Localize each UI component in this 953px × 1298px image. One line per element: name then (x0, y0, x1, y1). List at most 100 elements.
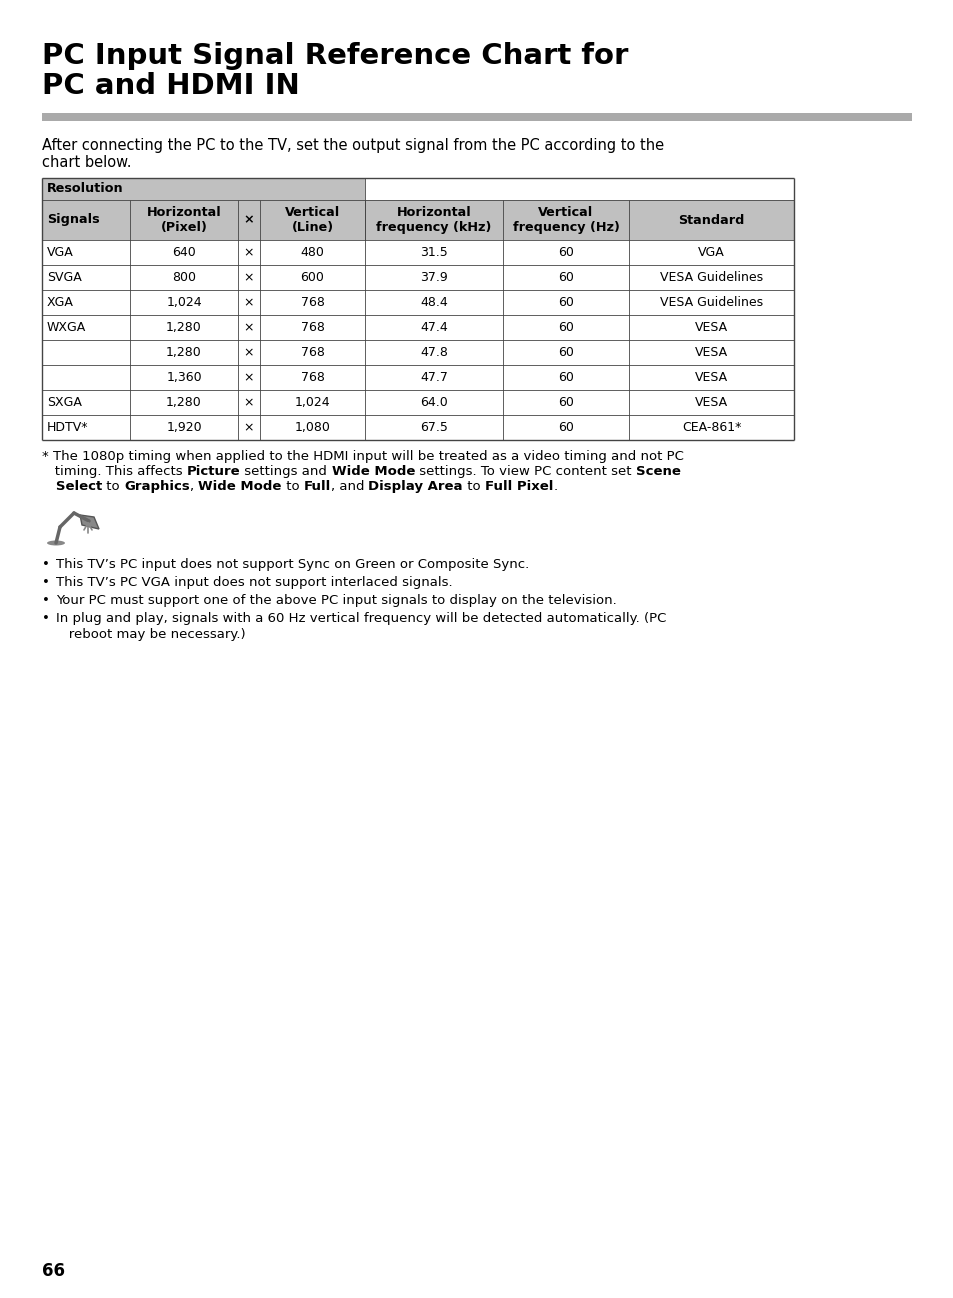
Text: Vertical
(Line): Vertical (Line) (285, 206, 340, 234)
Text: VESA Guidelines: VESA Guidelines (659, 271, 762, 284)
Text: 47.8: 47.8 (419, 347, 448, 360)
Text: 60: 60 (558, 247, 574, 260)
Text: •: • (42, 594, 50, 607)
Text: 1,360: 1,360 (166, 371, 202, 384)
Text: VESA Guidelines: VESA Guidelines (659, 296, 762, 309)
Text: CEA-861*: CEA-861* (681, 421, 740, 434)
Text: 60: 60 (558, 371, 574, 384)
Text: to: to (462, 480, 484, 493)
Text: 66: 66 (42, 1262, 65, 1280)
Text: Graphics: Graphics (124, 480, 190, 493)
Text: This TV’s PC input does not support Sync on Green or Composite Sync.: This TV’s PC input does not support Sync… (56, 558, 529, 571)
Text: timing. This affects: timing. This affects (42, 465, 187, 478)
Text: 640: 640 (172, 247, 195, 260)
Text: 768: 768 (300, 296, 324, 309)
Text: to: to (102, 480, 124, 493)
Text: 60: 60 (558, 347, 574, 360)
Text: PC Input Signal Reference Chart for: PC Input Signal Reference Chart for (42, 42, 628, 70)
Text: Select: Select (42, 480, 102, 493)
Text: 67.5: 67.5 (419, 421, 448, 434)
Text: VESA: VESA (694, 371, 727, 384)
Text: settings. To view PC content set: settings. To view PC content set (415, 465, 635, 478)
Text: 48.4: 48.4 (419, 296, 447, 309)
Text: Your PC must support one of the above PC input signals to display on the televis: Your PC must support one of the above PC… (56, 594, 616, 607)
Text: , and: , and (331, 480, 368, 493)
Text: 60: 60 (558, 296, 574, 309)
Text: This TV’s PC VGA input does not support interlaced signals.: This TV’s PC VGA input does not support … (56, 576, 452, 589)
Text: •: • (42, 611, 50, 626)
Text: •: • (42, 558, 50, 571)
Text: .: . (553, 480, 557, 493)
Text: 60: 60 (558, 396, 574, 409)
Text: In plug and play, signals with a 60 Hz vertical frequency will be detected autom: In plug and play, signals with a 60 Hz v… (56, 611, 666, 626)
Text: ×: × (244, 247, 254, 260)
Ellipse shape (47, 540, 65, 545)
Bar (42, 113, 911, 121)
Text: ×: × (244, 321, 254, 334)
Text: to: to (281, 480, 303, 493)
Text: 1,280: 1,280 (166, 347, 202, 360)
Text: 60: 60 (558, 421, 574, 434)
Text: VGA: VGA (698, 247, 724, 260)
Text: 60: 60 (558, 271, 574, 284)
Text: 64.0: 64.0 (419, 396, 447, 409)
Text: ×: × (243, 213, 254, 226)
Text: Display Area: Display Area (368, 480, 462, 493)
Text: SXGA: SXGA (47, 396, 82, 409)
Text: Wide Mode: Wide Mode (198, 480, 281, 493)
Text: Full: Full (303, 480, 331, 493)
Text: 47.4: 47.4 (419, 321, 447, 334)
Bar (42, 178, 365, 200)
Text: 37.9: 37.9 (419, 271, 447, 284)
Text: 768: 768 (300, 371, 324, 384)
Text: Scene: Scene (635, 465, 679, 478)
Text: Picture: Picture (187, 465, 240, 478)
Text: Wide Mode: Wide Mode (332, 465, 415, 478)
Text: 480: 480 (300, 247, 324, 260)
Text: VESA: VESA (694, 396, 727, 409)
Text: After connecting the PC to the TV, set the output signal from the PC according t: After connecting the PC to the TV, set t… (42, 138, 663, 153)
Text: 1,080: 1,080 (294, 421, 330, 434)
Text: The 1080p timing when applied to the HDMI input will be treated as a video timin: The 1080p timing when applied to the HDM… (53, 450, 683, 463)
Text: 600: 600 (300, 271, 324, 284)
Text: 768: 768 (300, 347, 324, 360)
Text: VGA: VGA (47, 247, 73, 260)
Text: VESA: VESA (694, 347, 727, 360)
Text: 60: 60 (558, 321, 574, 334)
Text: •: • (42, 576, 50, 589)
Text: Signals: Signals (47, 213, 99, 226)
Text: 1,024: 1,024 (166, 296, 202, 309)
Text: settings and: settings and (240, 465, 332, 478)
Text: Horizontal
frequency (kHz): Horizontal frequency (kHz) (375, 206, 491, 234)
Text: ,: , (190, 480, 198, 493)
Text: 768: 768 (300, 321, 324, 334)
Text: reboot may be necessary.): reboot may be necessary.) (56, 628, 245, 641)
Text: *: * (42, 450, 53, 463)
Text: 1,280: 1,280 (166, 321, 202, 334)
Text: Resolution: Resolution (47, 183, 124, 196)
Text: 1,024: 1,024 (294, 396, 330, 409)
Text: PC and HDMI IN: PC and HDMI IN (42, 71, 299, 100)
Bar (42, 200, 793, 240)
Text: 1,280: 1,280 (166, 396, 202, 409)
Text: SVGA: SVGA (47, 271, 82, 284)
Text: XGA: XGA (47, 296, 73, 309)
Text: Standard: Standard (678, 213, 744, 226)
Text: 1,920: 1,920 (166, 421, 202, 434)
Text: WXGA: WXGA (47, 321, 86, 334)
Text: ×: × (244, 396, 254, 409)
Text: Vertical
frequency (Hz): Vertical frequency (Hz) (512, 206, 618, 234)
Polygon shape (80, 515, 99, 530)
Text: ×: × (244, 421, 254, 434)
Text: 800: 800 (172, 271, 195, 284)
Text: ×: × (244, 347, 254, 360)
Text: ×: × (244, 271, 254, 284)
Text: Full Pixel: Full Pixel (484, 480, 553, 493)
Text: 31.5: 31.5 (419, 247, 447, 260)
Text: HDTV*: HDTV* (47, 421, 89, 434)
Text: Horizontal
(Pixel): Horizontal (Pixel) (147, 206, 221, 234)
Text: ×: × (244, 296, 254, 309)
Text: ×: × (244, 371, 254, 384)
Text: 47.7: 47.7 (419, 371, 448, 384)
Text: VESA: VESA (694, 321, 727, 334)
